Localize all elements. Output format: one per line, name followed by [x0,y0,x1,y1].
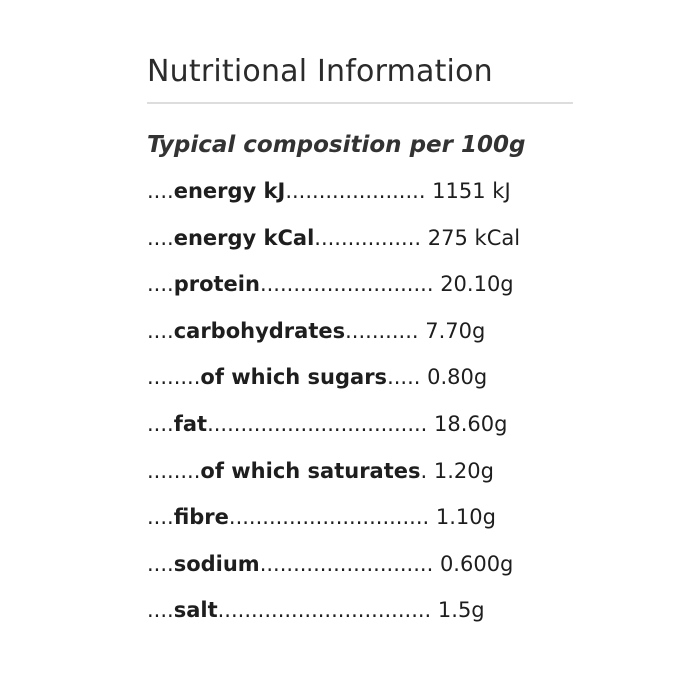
nutrient-label: energy kJ [173,179,286,203]
row-fill-dots: ..... [387,365,421,390]
row-fill-dots: ................................ [217,598,432,623]
row-fill-dots: ..................... [285,179,426,203]
nutrition-row-sodium: ....sodium.......................... 0.6… [147,541,573,588]
nutrition-row-energy-kcal: ....energy kCal................ 275 kCal [147,215,573,262]
nutrient-value: 0.600g [433,551,514,576]
row-leader-dots: .... [147,505,174,530]
composition-subtitle: Typical composition per 100g [147,132,526,158]
row-fill-dots: . [420,458,428,483]
nutrient-label: fat [173,411,208,436]
nutrient-label: salt [173,598,218,623]
nutrient-value: 1.20g [427,458,494,483]
row-fill-dots: ........... [345,318,419,343]
nutrient-value: 20.10g [433,272,514,297]
nutrient-value: 1.10g [429,505,496,530]
nutrition-row-protein: ....protein.......................... 20… [147,261,573,308]
nutrient-value: 275 kCal [421,225,521,250]
nutrition-panel: Nutritional Information Typical composit… [147,52,573,634]
row-leader-dots: .... [147,551,174,576]
nutrition-row-fibre: ....fibre.............................. … [147,494,573,541]
nutrient-label: of which sugars [200,365,388,390]
row-leader-dots: .... [147,411,174,436]
nutrient-label: of which saturates [200,458,421,483]
nutrient-value: 1.5g [431,598,485,623]
nutrient-label: fibre [173,505,229,530]
nutrient-label: energy kCal [173,225,315,250]
row-fill-dots: ................ [314,225,422,250]
nutrition-list: ....energy kJ..................... 1151 … [147,168,573,634]
page-title: Nutritional Information [147,54,493,89]
row-fill-dots: .............................. [228,505,430,530]
title-divider [147,102,573,104]
row-leader-dots: ........ [147,458,201,483]
nutrient-value: 0.80g [420,365,488,390]
row-fill-dots: .......................... [259,272,434,297]
row-fill-dots: .......................... [259,551,434,576]
nutrient-label: carbohydrates [173,318,346,343]
row-leader-dots: .... [147,179,174,203]
nutrient-value: 18.60g [427,411,508,436]
nutrient-value: 1151 kJ [425,179,511,203]
nutrition-row-carbohydrates: ....carbohydrates........... 7.70g [147,308,573,355]
nutrient-label: protein [173,272,260,297]
row-leader-dots: .... [147,318,174,343]
nutrition-row-energy-kj: ....energy kJ..................... 1151 … [147,168,573,215]
nutrient-label: sodium [173,551,260,576]
nutrition-row-fat: ....fat.................................… [147,401,573,448]
row-leader-dots: .... [147,272,174,297]
nutrition-row-saturates: ........of which saturates. 1.20g [147,448,573,495]
nutrition-row-salt: ....salt................................… [147,587,573,634]
nutrient-value: 7.70g [418,318,486,343]
row-leader-dots: ........ [147,365,201,390]
row-leader-dots: .... [147,598,174,623]
row-fill-dots: ................................. [207,411,428,436]
nutrition-row-sugars: ........of which sugars..... 0.80g [147,354,573,401]
row-leader-dots: .... [147,225,174,250]
